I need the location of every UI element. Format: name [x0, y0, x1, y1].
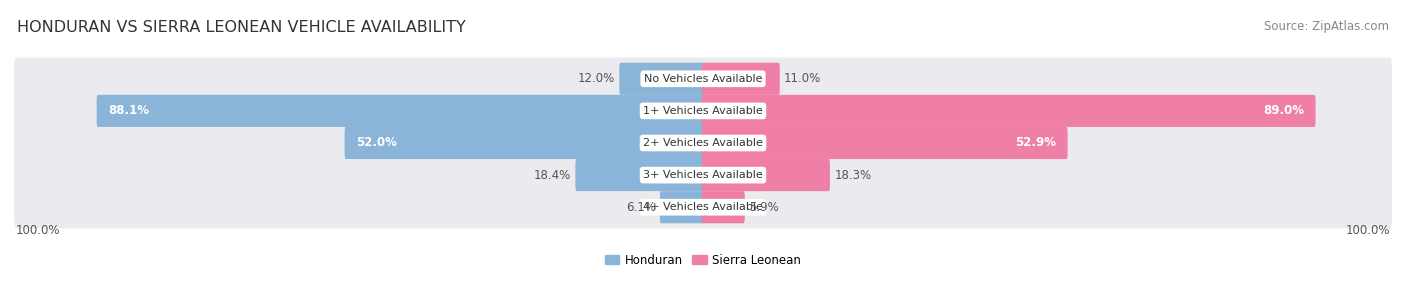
FancyBboxPatch shape	[14, 57, 1392, 100]
FancyBboxPatch shape	[14, 186, 1392, 229]
Text: 11.0%: 11.0%	[785, 72, 821, 85]
Text: 2+ Vehicles Available: 2+ Vehicles Available	[643, 138, 763, 148]
FancyBboxPatch shape	[14, 122, 1392, 164]
Legend: Honduran, Sierra Leonean: Honduran, Sierra Leonean	[602, 251, 804, 269]
Text: 100.0%: 100.0%	[1346, 224, 1391, 237]
FancyBboxPatch shape	[702, 63, 780, 95]
Text: No Vehicles Available: No Vehicles Available	[644, 74, 762, 84]
Text: 88.1%: 88.1%	[108, 104, 149, 117]
Text: 1+ Vehicles Available: 1+ Vehicles Available	[643, 106, 763, 116]
FancyBboxPatch shape	[97, 95, 704, 127]
Text: Source: ZipAtlas.com: Source: ZipAtlas.com	[1264, 20, 1389, 33]
FancyBboxPatch shape	[344, 127, 704, 159]
Text: 4+ Vehicles Available: 4+ Vehicles Available	[643, 202, 763, 212]
Text: 6.1%: 6.1%	[626, 201, 655, 214]
Text: 52.9%: 52.9%	[1015, 136, 1056, 150]
FancyBboxPatch shape	[702, 159, 830, 191]
Text: 100.0%: 100.0%	[15, 224, 60, 237]
FancyBboxPatch shape	[14, 90, 1392, 132]
FancyBboxPatch shape	[619, 63, 704, 95]
FancyBboxPatch shape	[659, 191, 704, 223]
Text: 52.0%: 52.0%	[356, 136, 396, 150]
Text: HONDURAN VS SIERRA LEONEAN VEHICLE AVAILABILITY: HONDURAN VS SIERRA LEONEAN VEHICLE AVAIL…	[17, 20, 465, 35]
Text: 5.9%: 5.9%	[749, 201, 779, 214]
Text: 12.0%: 12.0%	[578, 72, 614, 85]
FancyBboxPatch shape	[14, 154, 1392, 196]
Text: 18.3%: 18.3%	[834, 169, 872, 182]
FancyBboxPatch shape	[702, 127, 1067, 159]
FancyBboxPatch shape	[575, 159, 704, 191]
Text: 18.4%: 18.4%	[534, 169, 571, 182]
FancyBboxPatch shape	[702, 95, 1316, 127]
Text: 89.0%: 89.0%	[1263, 104, 1303, 117]
Text: 3+ Vehicles Available: 3+ Vehicles Available	[643, 170, 763, 180]
FancyBboxPatch shape	[702, 191, 745, 223]
